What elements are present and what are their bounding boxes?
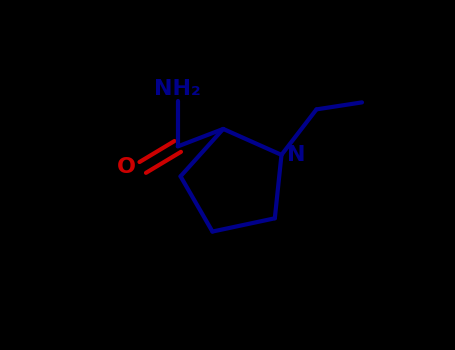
Text: NH₂: NH₂ bbox=[154, 79, 201, 99]
Text: O: O bbox=[117, 158, 136, 177]
Text: N: N bbox=[287, 145, 305, 165]
